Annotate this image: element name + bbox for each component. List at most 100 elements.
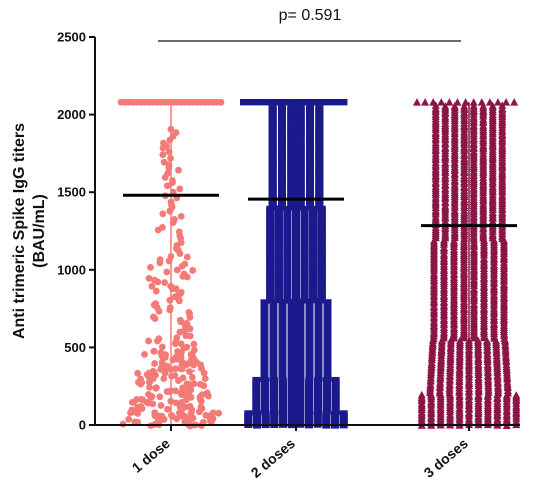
data-point xyxy=(477,98,486,106)
data-point xyxy=(324,98,333,106)
data-point xyxy=(145,372,152,380)
data-point xyxy=(215,409,223,417)
data-point xyxy=(137,402,145,410)
y-tick-label: 1500 xyxy=(57,185,86,200)
data-point xyxy=(182,403,190,411)
data-point xyxy=(512,391,521,399)
y-tick-label: 1000 xyxy=(57,262,86,277)
data-point xyxy=(306,103,314,110)
data-point xyxy=(163,362,171,370)
data-point xyxy=(177,288,185,296)
x-tick-label: 1 dose xyxy=(129,435,173,476)
data-point xyxy=(502,98,511,106)
data-point xyxy=(190,346,198,354)
data-point xyxy=(162,351,169,359)
data-point xyxy=(145,274,153,282)
data-point xyxy=(315,103,324,110)
summary-lines xyxy=(123,102,517,425)
data-point xyxy=(296,103,305,110)
data-point xyxy=(155,335,163,343)
data-point xyxy=(188,374,196,381)
data-point xyxy=(150,347,158,355)
data-point xyxy=(177,212,185,220)
data-point xyxy=(460,101,469,110)
data-point xyxy=(323,299,332,306)
data-point xyxy=(159,151,167,159)
data-point xyxy=(485,98,494,106)
data-point xyxy=(176,185,184,193)
data-point xyxy=(252,376,261,384)
data-point xyxy=(171,215,178,223)
data-point xyxy=(175,166,182,174)
data-point xyxy=(498,101,507,109)
data-point xyxy=(152,300,160,308)
data-point xyxy=(479,102,488,110)
data-point xyxy=(173,266,181,274)
data-point xyxy=(339,410,348,417)
data-point xyxy=(177,340,185,348)
y-tick-label: 0 xyxy=(79,418,86,433)
data-point xyxy=(134,369,142,377)
data-point xyxy=(163,182,171,190)
data-point xyxy=(437,98,446,106)
data-point xyxy=(179,374,187,382)
data-point xyxy=(172,129,180,137)
data-point xyxy=(301,98,310,106)
data-point xyxy=(331,98,340,106)
data-point xyxy=(186,368,194,376)
data-point xyxy=(255,98,264,106)
data-point xyxy=(262,98,271,106)
data-point xyxy=(247,98,256,106)
data-point xyxy=(151,409,159,417)
data-point xyxy=(145,337,152,345)
y-axis-label-line2: (BAU/mL) xyxy=(31,194,48,268)
data-point xyxy=(125,415,133,423)
data-point xyxy=(175,228,183,236)
data-point xyxy=(156,256,164,264)
data-point xyxy=(421,98,430,106)
data-point xyxy=(139,396,147,404)
data-point xyxy=(148,282,156,290)
data-point xyxy=(150,313,157,321)
data-point xyxy=(164,405,171,413)
data-point xyxy=(163,268,171,276)
data-point xyxy=(152,287,160,295)
data-point xyxy=(244,410,253,417)
data-point xyxy=(146,383,153,391)
data-point xyxy=(441,102,450,110)
data-point xyxy=(293,98,302,106)
data-point xyxy=(145,390,152,398)
data-point xyxy=(199,418,207,426)
data-point xyxy=(278,98,287,106)
data-point xyxy=(152,384,160,392)
data-point xyxy=(240,98,248,106)
data-point xyxy=(179,384,186,392)
data-point xyxy=(164,169,172,177)
data-point xyxy=(160,375,168,383)
data-point xyxy=(268,103,277,110)
data-point xyxy=(189,267,197,274)
data-point xyxy=(474,336,483,344)
data-point xyxy=(217,98,225,106)
data-point xyxy=(186,332,194,340)
y-axis-label-line1: Anti trimeric Spike IgG titers xyxy=(11,123,28,339)
data-point xyxy=(180,270,188,278)
p-value-annotation: p= 0.591 xyxy=(279,7,342,24)
data-point xyxy=(181,260,189,268)
y-tick-label: 2500 xyxy=(57,30,86,45)
data-point xyxy=(445,98,454,106)
data-point xyxy=(151,276,158,284)
y-tick-label: 2000 xyxy=(57,107,86,122)
data-point xyxy=(156,393,164,401)
x-tick-label: 3 doses xyxy=(421,435,471,481)
data-point xyxy=(287,298,296,306)
data-points xyxy=(117,98,521,430)
data-point xyxy=(151,360,158,367)
data-point xyxy=(200,382,208,390)
data-point xyxy=(158,343,166,351)
data-point xyxy=(176,316,184,324)
data-point xyxy=(147,264,154,271)
data-point xyxy=(209,409,217,417)
data-point xyxy=(316,98,325,106)
